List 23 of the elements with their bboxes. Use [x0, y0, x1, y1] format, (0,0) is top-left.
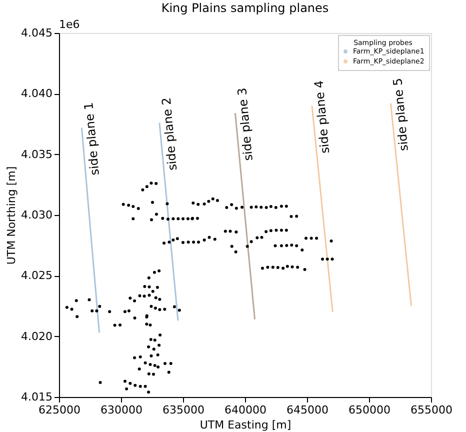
text: 1e6 [59, 18, 80, 31]
annotation: side plane 1 [82, 102, 102, 176]
x-tick-label: 655000 [410, 404, 452, 416]
annotation: side plane 5 [390, 77, 411, 152]
y-tick-label: 4.015 [21, 390, 52, 404]
y-tick-label: 4.025 [21, 269, 52, 282]
y-axis-title: UTM Northing [m] [5, 166, 18, 265]
x-axis-title: UTM Easting [m] [200, 418, 292, 432]
x-tick-label: 645000 [286, 404, 328, 416]
y-tick-label: 4.040 [21, 87, 52, 100]
y-tick-label: 4.030 [21, 208, 52, 222]
y-tick-label: 4.020 [21, 330, 52, 343]
annotation: side plane 3 [235, 87, 256, 162]
x-tick-label: 650000 [348, 404, 390, 416]
annotation: side plane 4 [312, 80, 332, 154]
y-tick-label: 4.045 [21, 26, 52, 40]
x-tick-label: 630000 [100, 404, 142, 416]
chart-title: King Plains sampling planes [161, 1, 329, 15]
annotation: side plane 2 [159, 96, 180, 172]
x-tick-label: 635000 [162, 404, 204, 416]
x-tick-label: 640000 [224, 404, 266, 416]
x-tick-label: 625000 [38, 404, 80, 416]
y-tick-label: 4.035 [21, 148, 52, 161]
